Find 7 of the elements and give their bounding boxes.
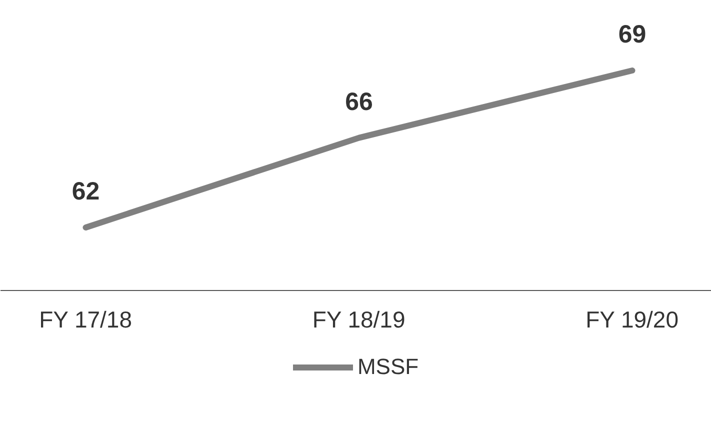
- data-label: 62: [72, 178, 100, 206]
- data-label: 69: [618, 20, 646, 49]
- x-tick-label: FY 18/19: [312, 306, 406, 332]
- data-label: 66: [345, 88, 373, 116]
- x-tick-label: FY 19/20: [586, 306, 679, 332]
- x-tick-label: FY 17/18: [39, 306, 132, 332]
- legend-label: MSSF: [357, 354, 419, 380]
